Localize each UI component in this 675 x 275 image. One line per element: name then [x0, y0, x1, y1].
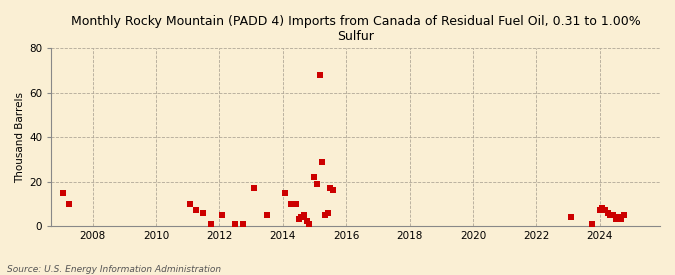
Text: Source: U.S. Energy Information Administration: Source: U.S. Energy Information Administ… [7, 265, 221, 274]
Point [293, 217, 304, 221]
Point [616, 217, 626, 221]
Point [298, 213, 309, 217]
Point [217, 213, 227, 217]
Point [198, 210, 209, 215]
Point [309, 175, 320, 179]
Point [565, 215, 576, 219]
Point [230, 221, 240, 226]
Point [613, 215, 624, 219]
Point [304, 221, 315, 226]
Point [190, 208, 201, 213]
Point [248, 186, 259, 190]
Point [317, 159, 328, 164]
Point [327, 188, 338, 192]
Point [610, 217, 621, 221]
Point [312, 182, 323, 186]
Point [206, 221, 217, 226]
Point [238, 221, 248, 226]
Point [315, 73, 325, 77]
Point [286, 202, 296, 206]
Point [301, 219, 312, 224]
Point [600, 208, 611, 213]
Point [323, 210, 333, 215]
Point [595, 208, 605, 213]
Point [608, 213, 618, 217]
Point [58, 190, 69, 195]
Point [605, 213, 616, 217]
Point [325, 186, 335, 190]
Point [185, 202, 196, 206]
Point [296, 215, 306, 219]
Point [280, 190, 291, 195]
Y-axis label: Thousand Barrels: Thousand Barrels [15, 92, 25, 183]
Title: Monthly Rocky Mountain (PADD 4) Imports from Canada of Residual Fuel Oil, 0.31 t: Monthly Rocky Mountain (PADD 4) Imports … [71, 15, 641, 43]
Point [602, 210, 613, 215]
Point [597, 206, 608, 210]
Point [291, 202, 302, 206]
Point [587, 221, 597, 226]
Point [261, 213, 272, 217]
Point [618, 213, 629, 217]
Point [319, 213, 330, 217]
Point [63, 202, 74, 206]
